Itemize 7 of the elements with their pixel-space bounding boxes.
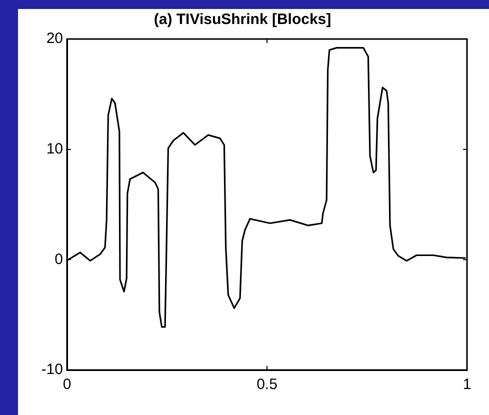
y-tick-label: -10 — [41, 361, 63, 378]
x-tick-label: 0.5 — [256, 376, 278, 394]
y-tick-label: 0 — [54, 250, 63, 268]
y-tick-label: 10 — [46, 140, 63, 158]
chart-title: (a) TIVisuShrink [Blocks] — [154, 11, 332, 28]
y-tick-label: 20 — [46, 30, 63, 48]
x-tick-label: 1 — [462, 376, 472, 394]
